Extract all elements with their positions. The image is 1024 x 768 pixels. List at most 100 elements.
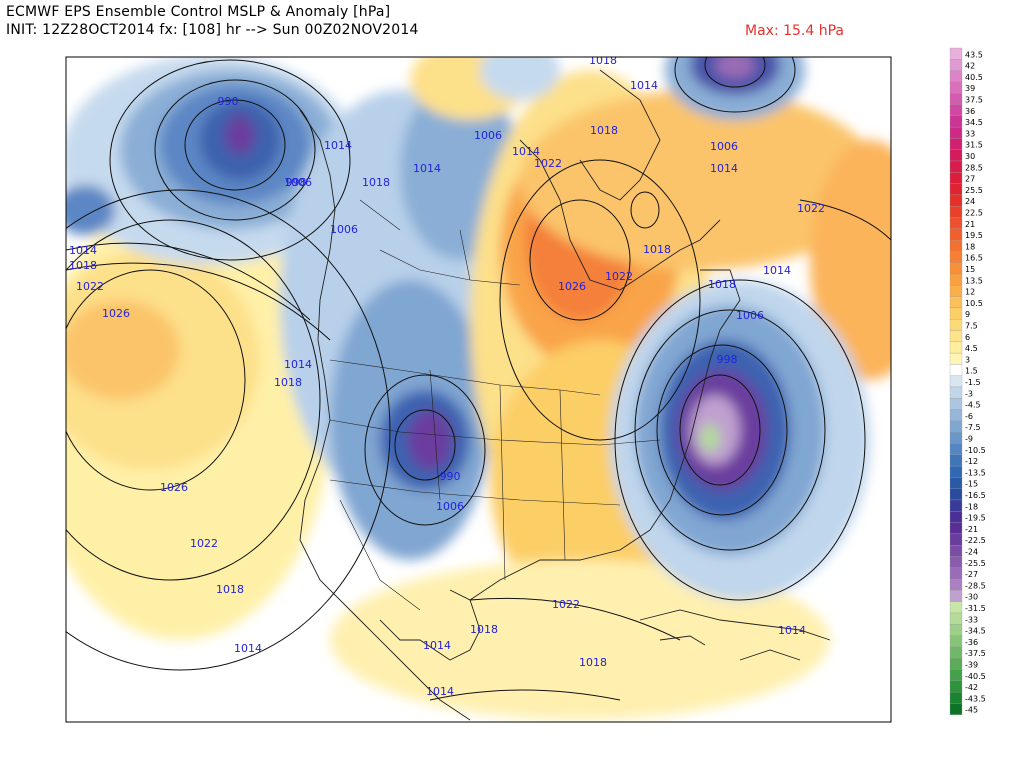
isobar-label: 998 [286, 176, 307, 189]
isobar-label: 1018 [590, 124, 618, 137]
colorbar-swatch [949, 590, 963, 602]
colorbar-swatch [949, 319, 963, 331]
isobar-label: 1014 [763, 264, 791, 277]
isobar-label: 1014 [423, 639, 451, 652]
isobar-labels: 1014 1018 1022 1026 1026 1022 1018 1014 1014 1018… [69, 54, 825, 698]
isobar-label: 1006 [736, 309, 764, 322]
isobar-label: 1018 [69, 259, 97, 272]
colorbar-tick-label: 16.5 [965, 254, 983, 263]
colorbar-tick-label: -42 [965, 683, 978, 692]
colorbar-tick-label: 39 [965, 84, 975, 93]
colorbar-tick-label: -33 [965, 615, 978, 624]
colorbar-swatch [949, 669, 963, 681]
max-anomaly-label: Max: 15.4 hPa [745, 23, 844, 39]
colorbar-swatch [949, 658, 963, 670]
colorbar-tick-label: 10.5 [965, 299, 983, 308]
colorbar-tick-label: 7.5 [965, 322, 978, 331]
isobar-label: 1018 [643, 243, 671, 256]
colorbar-tick-label: -37.5 [965, 649, 986, 658]
colorbar-swatch [949, 341, 963, 354]
colorbar-swatch [949, 70, 963, 83]
colorbar-swatch [949, 556, 963, 568]
colorbar-tick-label: -18 [965, 502, 978, 511]
isobar-label: 990 [440, 470, 461, 483]
isobar-label: 1018 [216, 583, 244, 596]
colorbar-tick-label: -1.5 [965, 378, 981, 387]
colorbar-swatch [949, 465, 963, 478]
colorbar-swatch [949, 533, 963, 546]
isobar-label: 998 [717, 353, 738, 366]
isobar-label: 1006 [474, 129, 502, 142]
colorbar-tick-label: 13.5 [965, 276, 983, 285]
colorbar-swatch [949, 680, 963, 693]
colorbar-tick-label: 25.5 [965, 186, 983, 195]
colorbar-tick-label: -4.5 [965, 401, 981, 410]
colorbar-swatch [949, 296, 963, 309]
colorbar-swatch [949, 47, 963, 60]
colorbar-swatch [949, 138, 963, 150]
colorbar-tick-label: 27 [965, 175, 975, 184]
colorbar-tick-label: -39 [965, 661, 978, 670]
colorbar-swatch [949, 635, 963, 648]
borders [329, 199, 661, 611]
colorbar-tick-label: -6 [965, 412, 973, 421]
colorbar-swatch [949, 624, 963, 636]
colorbar-tick-label: -43.5 [965, 694, 986, 703]
colorbar-swatch [949, 511, 963, 523]
isobar-label: 1014 [426, 685, 454, 698]
colorbar-tick-label: 36 [965, 107, 975, 116]
colorbar-tick-label: -24 [965, 548, 978, 557]
colorbar-tick-label: -36 [965, 638, 978, 647]
colorbar-swatch [949, 454, 963, 467]
colorbar-tick-label: 18 [965, 242, 975, 251]
colorbar-swatch [949, 273, 963, 286]
colorbar-tick-label: -45 [965, 706, 978, 715]
colorbar-tick-label: -28.5 [965, 581, 986, 590]
colorbar-tick-label: -13.5 [965, 468, 986, 477]
colorbar-tick-label: -19.5 [965, 514, 986, 523]
colorbar-swatch [949, 251, 963, 263]
colorbar-swatch [949, 217, 963, 229]
colorbar-swatch [949, 160, 963, 173]
isobar-label: 1014 [413, 162, 441, 175]
isobar-label: 1022 [534, 157, 562, 170]
colorbar-swatch [949, 59, 963, 71]
colorbar-tick-label: -7.5 [965, 423, 981, 432]
isobar-label: 1018 [589, 54, 617, 67]
isobar-label: 1014 [630, 79, 658, 92]
colorbar-swatch [949, 364, 963, 376]
colorbar-swatch [949, 477, 963, 489]
colorbar-swatch [949, 206, 963, 218]
colorbar-tick-label: 33 [965, 129, 975, 138]
colorbar-swatch [949, 420, 963, 433]
colorbar-swatch [949, 307, 963, 320]
isobar-label: 1022 [797, 202, 825, 215]
colorbar-tick-label: -34.5 [965, 627, 986, 636]
colorbar-tick-label: 12 [965, 288, 975, 297]
colorbar-swatch [949, 443, 963, 455]
colorbar-tick-label: -27 [965, 570, 978, 579]
colorbar-tick-label: -30 [965, 593, 978, 602]
colorbar-tick-label: 28.5 [965, 163, 983, 172]
isobar-label: 1026 [160, 481, 188, 494]
colorbar-swatch [949, 172, 963, 184]
isobar-label: 1022 [76, 280, 104, 293]
isobar-label: 990 [218, 95, 239, 108]
colorbar-tick-label: 19.5 [965, 231, 983, 240]
isobar-label: 1018 [470, 623, 498, 636]
isobar-label: 1018 [579, 656, 607, 669]
colorbar-tick-label: -10.5 [965, 446, 986, 455]
isobar-label: 1006 [284, 176, 312, 189]
isobar-label: 1022 [190, 537, 218, 550]
colorbar-tick-label: 34.5 [965, 118, 983, 127]
isobar-label: 1014 [710, 162, 738, 175]
colorbar-tick-label: 22.5 [965, 209, 983, 218]
colorbar-swatch [949, 398, 963, 410]
colorbar-swatch [949, 375, 963, 388]
colorbar-swatch [949, 285, 963, 297]
isobar-label: 1018 [274, 376, 302, 389]
isobar-label: 1014 [324, 139, 352, 152]
isobar-label: 1014 [512, 145, 540, 158]
map-title: ECMWF EPS Ensemble Control MSLP & Anomal… [6, 4, 391, 20]
